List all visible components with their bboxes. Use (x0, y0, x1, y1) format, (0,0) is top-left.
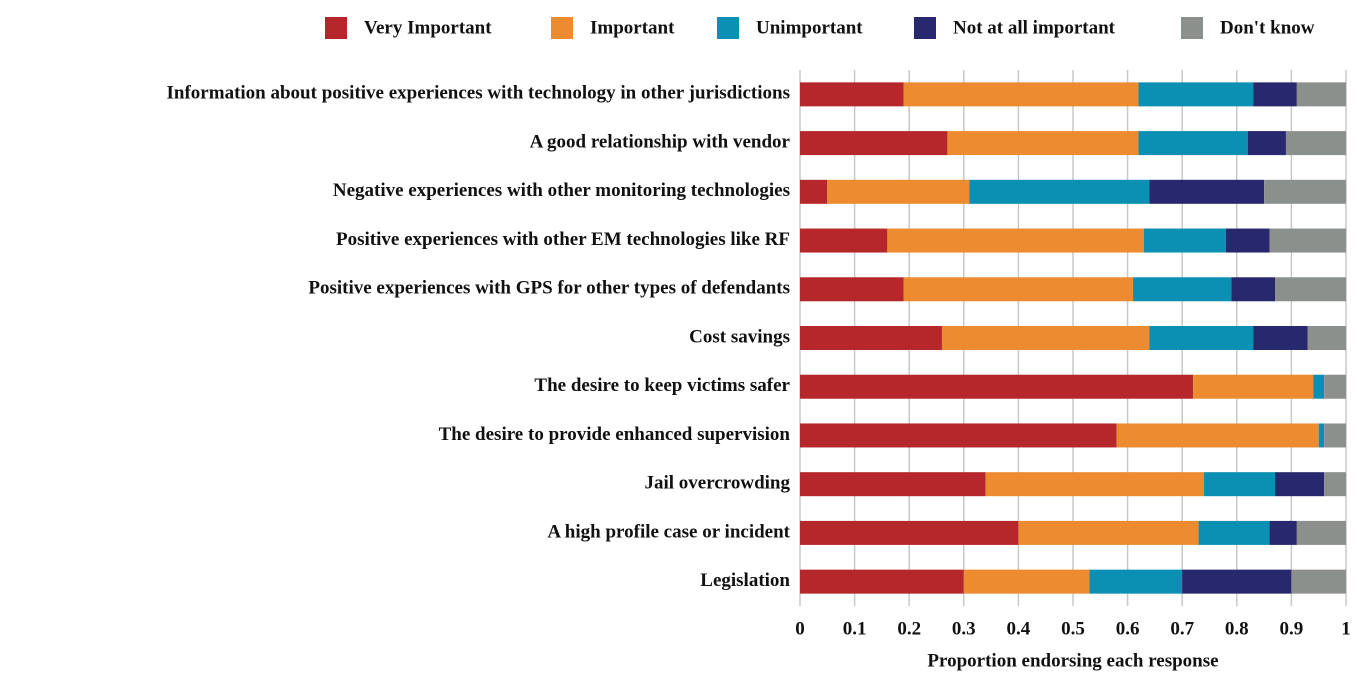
bar-segment (1149, 326, 1254, 350)
legend-label: Important (590, 17, 675, 38)
bar-segment (1231, 277, 1276, 302)
bar-segment (1324, 374, 1346, 399)
bar-segment (800, 277, 904, 302)
x-axis-label: Proportion endorsing each response (927, 650, 1218, 671)
x-tick-label: 0.7 (1170, 618, 1194, 639)
x-tick-label: 0.4 (1007, 618, 1031, 639)
bar-segment (1264, 179, 1346, 204)
y-tick-label: Positive experiences with GPS for other … (308, 278, 790, 299)
bar-segment (800, 472, 986, 497)
bar-segment (1138, 82, 1254, 107)
x-tick-label: 1 (1341, 618, 1351, 639)
bar-segment (903, 82, 1139, 107)
y-tick-label: The desire to provide enhanced supervisi… (439, 424, 791, 445)
bar-segment (1116, 423, 1319, 448)
legend-label: Don't know (1220, 17, 1315, 38)
bar-segment (827, 179, 970, 204)
bar-segment (1182, 569, 1292, 594)
x-tick-label: 0.6 (1116, 618, 1140, 639)
bar-segment (1307, 326, 1346, 350)
bar-segment (800, 374, 1194, 399)
y-tick-label: A good relationship with vendor (530, 131, 791, 152)
bar-segment (1133, 277, 1232, 302)
y-tick-label: Jail overcrowding (645, 473, 791, 494)
y-tick-label: Information about positive experiences w… (167, 83, 790, 104)
bar-segment (800, 326, 942, 350)
bar-segment (1143, 228, 1226, 253)
bar-segment (1324, 423, 1346, 448)
bar-segment (1253, 82, 1297, 107)
y-tick-label: Legislation (700, 570, 790, 591)
bar-segment (800, 228, 888, 253)
legend-label: Very Important (364, 17, 492, 38)
bar-segment (800, 569, 964, 594)
bar-segment (963, 569, 1090, 594)
bar-segment (800, 131, 948, 156)
bar-segment (947, 131, 1139, 156)
bar-segment (1296, 82, 1346, 107)
bar-segment (969, 179, 1150, 204)
bar-segment (800, 179, 828, 204)
bar-segment (1018, 520, 1199, 545)
x-tick-label: 0.9 (1280, 618, 1304, 639)
bar-segment (1275, 472, 1325, 497)
legend-label: Unimportant (756, 17, 863, 38)
bar-segment (1138, 131, 1248, 156)
bar-segment (887, 228, 1144, 253)
legend-swatch (325, 17, 347, 39)
bar-segment (1313, 374, 1325, 399)
legend-swatch (1181, 17, 1203, 39)
bar-segment (1285, 131, 1346, 156)
y-tick-label: Negative experiences with other monitori… (333, 180, 790, 201)
bar-segment (1247, 131, 1286, 156)
bar-segment (1198, 520, 1270, 545)
bar-segment (1269, 228, 1346, 253)
y-tick-label: The desire to keep victims safer (534, 375, 790, 396)
x-tick-label: 0.3 (952, 618, 976, 639)
x-tick-label: 0.5 (1061, 618, 1085, 639)
legend-swatch (551, 17, 573, 39)
bar-segment (800, 82, 904, 107)
bar-segment (1253, 326, 1308, 350)
bar-segment (1193, 374, 1314, 399)
bar-segment (985, 472, 1205, 497)
bar-segment (1291, 569, 1346, 594)
bar-segment (1089, 569, 1183, 594)
y-tick-label: A high profile case or incident (547, 521, 790, 542)
bar-segment (800, 520, 1019, 545)
legend-label: Not at all important (953, 17, 1116, 38)
legend-swatch (914, 17, 936, 39)
bar-segment (1204, 472, 1276, 497)
bar-segment (1324, 472, 1346, 497)
legend-swatch (717, 17, 739, 39)
bar-segment (1149, 179, 1265, 204)
x-tick-label: 0.8 (1225, 618, 1249, 639)
y-tick-label: Positive experiences with other EM techn… (336, 229, 790, 250)
bar-segment (1275, 277, 1346, 302)
bar-segment (1296, 520, 1346, 545)
bar-segment (800, 423, 1117, 448)
bar-segment (1269, 520, 1297, 545)
x-tick-label: 0.2 (897, 618, 921, 639)
y-tick-label: Cost savings (689, 326, 790, 347)
bar-segment (903, 277, 1134, 302)
bar-segment (1225, 228, 1270, 253)
x-tick-label: 0 (795, 618, 805, 639)
bar-segment (941, 326, 1150, 350)
bar-segment (1318, 423, 1325, 448)
x-tick-label: 0.1 (843, 618, 867, 639)
